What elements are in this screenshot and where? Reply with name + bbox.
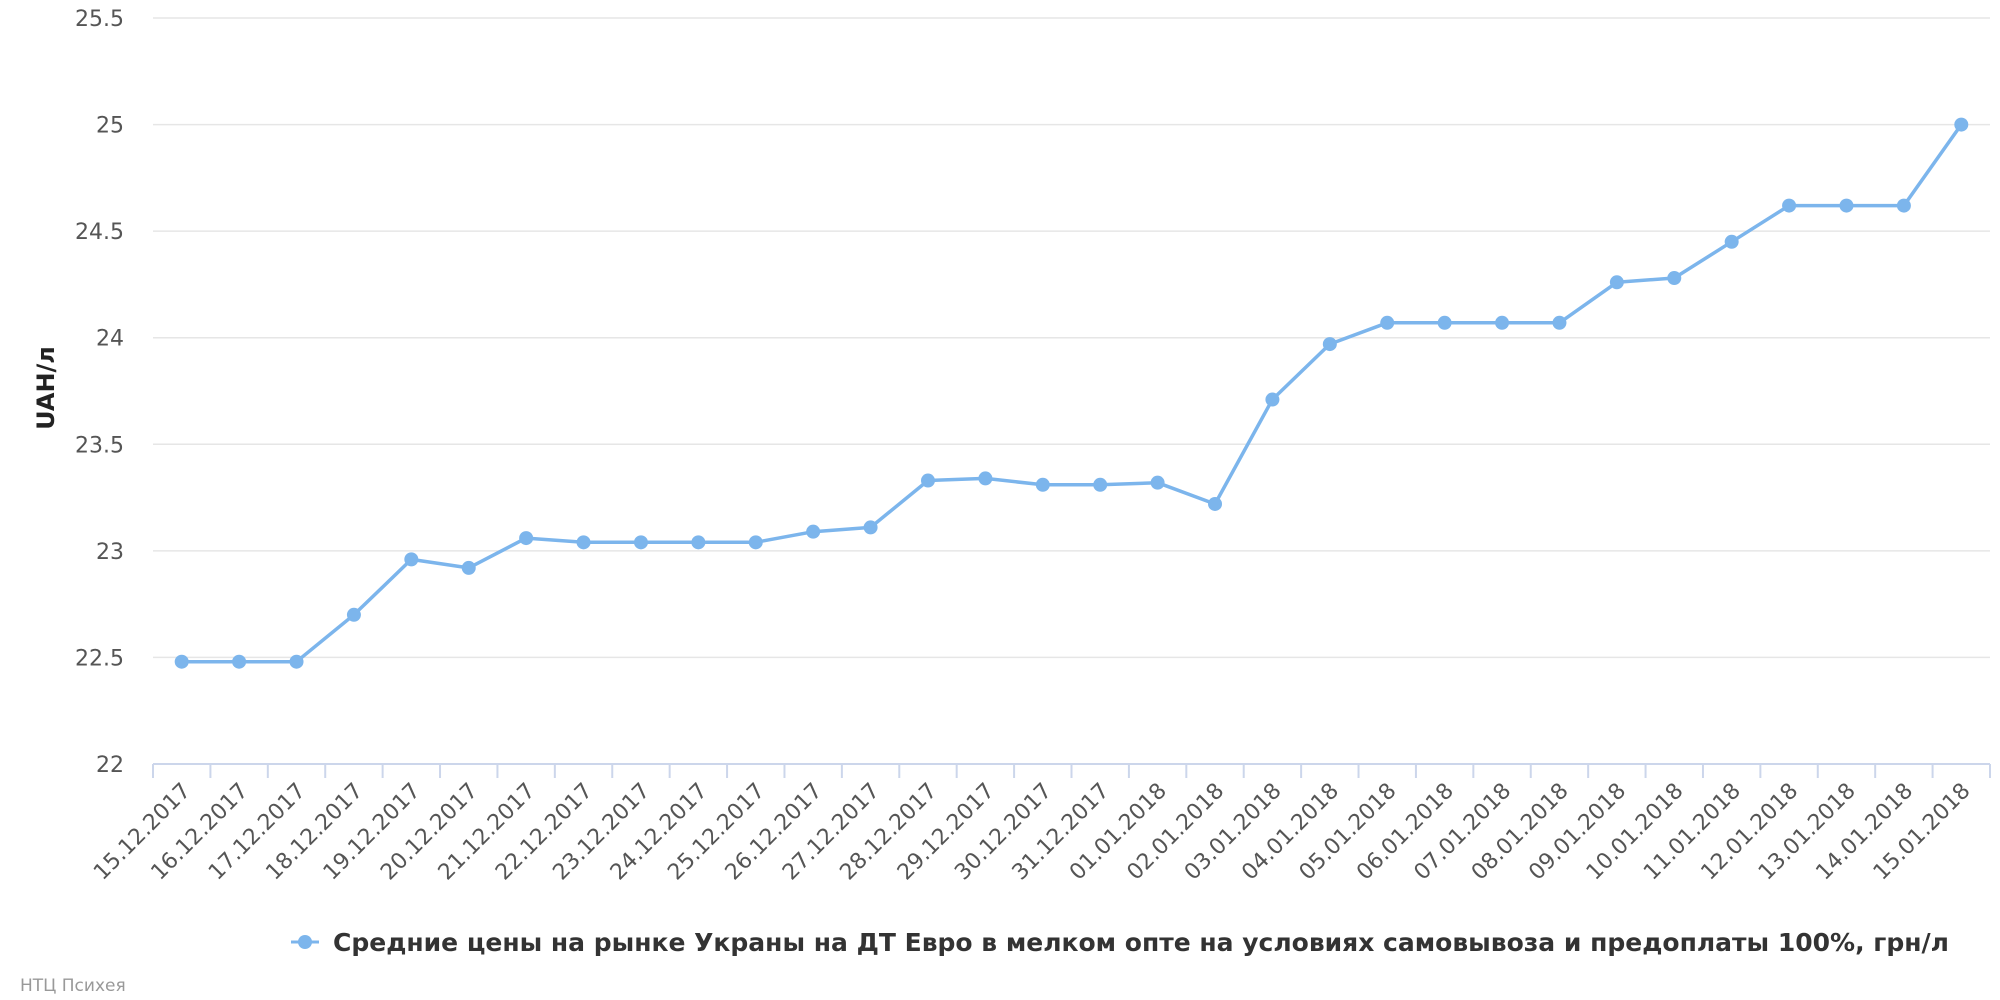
- y-tick-label: 25: [96, 114, 124, 139]
- data-point[interactable]: [576, 535, 591, 550]
- data-point[interactable]: [1437, 315, 1452, 330]
- data-point[interactable]: [346, 607, 361, 622]
- data-point[interactable]: [232, 654, 247, 669]
- legend-marker: [298, 935, 312, 949]
- data-point[interactable]: [1552, 315, 1567, 330]
- legend-label: Средние цены на рынке Украны на ДТ Евро …: [333, 928, 1949, 957]
- data-point[interactable]: [1724, 234, 1739, 249]
- data-point[interactable]: [1782, 198, 1797, 213]
- data-point[interactable]: [174, 654, 189, 669]
- y-axis-ticks: 22 22.5 23 23.5 24 24.5 25 25.5: [75, 7, 124, 778]
- data-point[interactable]: [1035, 477, 1050, 492]
- y-axis-label: UAH/л: [32, 346, 60, 430]
- y-tick-label: 23.5: [75, 433, 124, 458]
- x-axis-ticks: 15.12.201716.12.201717.12.201718.12.2017…: [89, 779, 1975, 886]
- y-tick-label: 25.5: [75, 7, 124, 32]
- data-point[interactable]: [1667, 271, 1682, 286]
- data-point[interactable]: [461, 560, 476, 575]
- data-point[interactable]: [691, 535, 706, 550]
- data-point[interactable]: [1093, 477, 1108, 492]
- y-tick-label: 24.5: [75, 220, 124, 245]
- x-axis: [152, 763, 1991, 778]
- credits-text[interactable]: НТЦ Психея: [20, 976, 126, 996]
- series-group: [174, 117, 1969, 669]
- legend[interactable]: Средние цены на рынке Украны на ДТ Евро …: [291, 928, 1949, 957]
- data-point[interactable]: [978, 471, 993, 486]
- data-point[interactable]: [1954, 117, 1969, 132]
- data-point[interactable]: [1322, 337, 1337, 352]
- y-tick-label: 22: [96, 753, 124, 778]
- data-point[interactable]: [806, 524, 821, 539]
- data-point[interactable]: [1150, 475, 1165, 490]
- data-point[interactable]: [1265, 392, 1280, 407]
- data-point[interactable]: [633, 535, 648, 550]
- data-point[interactable]: [1380, 315, 1395, 330]
- data-point[interactable]: [748, 535, 763, 550]
- data-point[interactable]: [863, 520, 878, 535]
- data-point[interactable]: [519, 531, 534, 546]
- data-point[interactable]: [1495, 315, 1510, 330]
- data-point[interactable]: [1839, 198, 1854, 213]
- y-tick-label: 24: [96, 327, 124, 352]
- data-point[interactable]: [1609, 275, 1624, 290]
- y-tick-label: 22.5: [75, 646, 124, 671]
- data-point[interactable]: [920, 473, 935, 488]
- data-point[interactable]: [1896, 198, 1911, 213]
- grid-lines: [153, 17, 1990, 659]
- y-tick-label: 23: [96, 540, 124, 565]
- series-line: [181, 123, 1963, 664]
- data-point[interactable]: [1208, 496, 1223, 511]
- data-point[interactable]: [289, 654, 304, 669]
- data-point[interactable]: [404, 552, 419, 567]
